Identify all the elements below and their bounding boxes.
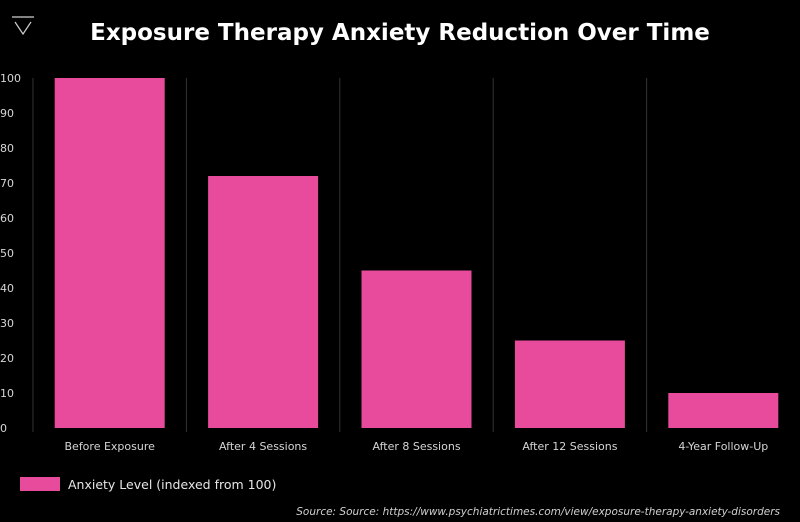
x-category-label: 4-Year Follow-Up — [678, 440, 768, 453]
bar — [208, 176, 319, 428]
y-tick-label: 80 — [0, 142, 14, 155]
legend-swatch — [20, 477, 60, 491]
bar — [361, 270, 472, 428]
y-tick-label: 40 — [0, 282, 14, 295]
x-category-label: After 8 Sessions — [372, 440, 460, 453]
bars — [54, 78, 779, 428]
y-tick-label: 0 — [0, 422, 7, 435]
y-tick-label: 20 — [0, 352, 14, 365]
grid-lines — [32, 78, 648, 432]
source-note: Source: Source: https://www.psychiatrict… — [296, 506, 780, 518]
chart-title: Exposure Therapy Anxiety Reduction Over … — [90, 20, 710, 46]
x-category-label: After 12 Sessions — [522, 440, 617, 453]
x-axis-categories: Before Exposure After 4 Sessions After 8 S… — [65, 440, 769, 453]
bar — [54, 78, 165, 428]
y-tick-label: 10 — [0, 387, 14, 400]
legend: Anxiety Level (indexed from 100) — [20, 476, 276, 492]
x-category-label: After 4 Sessions — [219, 440, 307, 453]
y-axis-ticks: 0 10 20 30 40 50 60 70 80 90 100 — [0, 72, 21, 435]
y-tick-label: 60 — [0, 212, 14, 225]
y-tick-label: 100 — [0, 72, 21, 85]
x-category-label: Before Exposure — [65, 440, 156, 453]
y-tick-label: 90 — [0, 107, 14, 120]
y-tick-label: 30 — [0, 317, 14, 330]
y-tick-label: 70 — [0, 177, 14, 190]
bar — [514, 340, 625, 428]
triangle-logo-icon — [12, 16, 34, 36]
legend-label: Anxiety Level (indexed from 100) — [68, 476, 277, 492]
y-tick-label: 50 — [0, 247, 14, 260]
bar — [668, 393, 779, 428]
bar-chart: 0 10 20 30 40 50 60 70 80 90 100 Before Exposure Af… — [0, 72, 779, 453]
